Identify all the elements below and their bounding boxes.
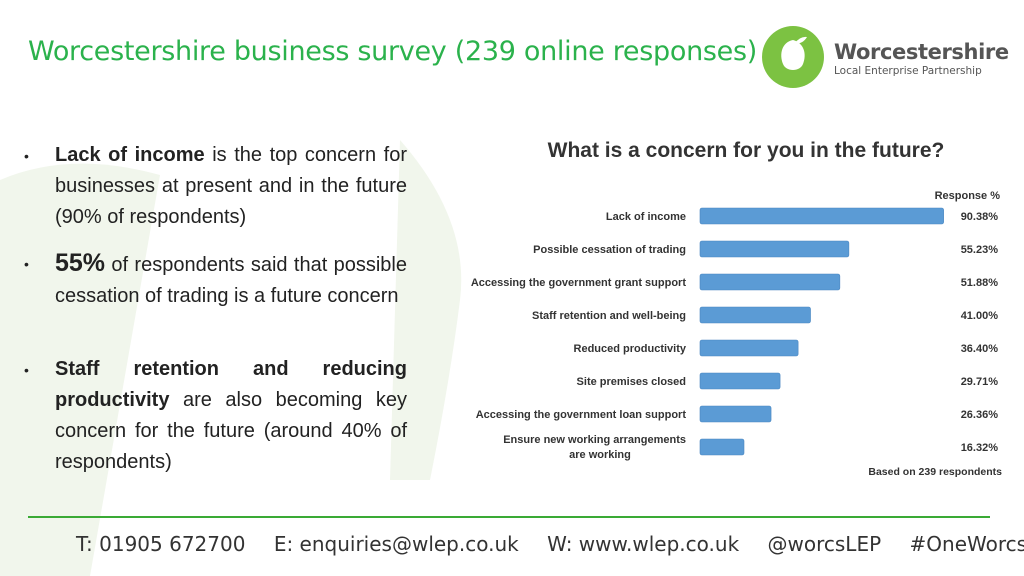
bullet-rest: of respondents said that possible cessat… xyxy=(55,254,407,307)
chart-footnote: Based on 239 respondents xyxy=(868,466,1002,478)
category-label: Staff retention and well-being xyxy=(532,310,686,322)
bullet-dot: • xyxy=(24,148,29,164)
bullet-rest: are also becoming key concern for the fu… xyxy=(55,389,407,473)
bullet-text: Lack of income is the top concern for bu… xyxy=(55,140,407,233)
bullet-strong: Lack of income xyxy=(55,144,205,166)
logo-name: Worcestershire xyxy=(834,40,1009,64)
bullet-dot: • xyxy=(24,256,29,272)
logo: Worcestershire Local Enterprise Partners… xyxy=(760,24,1009,90)
value-label: 41.00% xyxy=(961,310,999,322)
category-label: Accessing the government loan support xyxy=(476,409,687,421)
bar xyxy=(699,240,850,258)
concern-bar-chart: What is a concern for you in the future?… xyxy=(471,139,1002,478)
bar xyxy=(699,306,811,324)
footer-phone: T: 01905 672700 xyxy=(76,532,246,556)
footer-rule xyxy=(28,516,990,518)
bullet-text: 55% of respondents said that possible ce… xyxy=(55,248,407,312)
category-label: Site premises closed xyxy=(577,376,686,388)
footer-website[interactable]: W: www.wlep.co.uk xyxy=(547,532,740,556)
value-label: 51.88% xyxy=(961,277,999,289)
bar xyxy=(699,438,745,456)
value-label: 26.36% xyxy=(961,409,999,421)
bullet-strong: Staff retention and reducing productivit… xyxy=(55,358,407,411)
category-label: Possible cessation of trading xyxy=(533,244,686,256)
category-label: Ensure new working arrangements are worki… xyxy=(503,434,686,461)
bar xyxy=(699,405,772,423)
value-label: 90.38% xyxy=(961,211,999,223)
category-label: Reduced productivity xyxy=(574,343,687,355)
footer-contact: T: 01905 672700 E: enquiries@wlep.co.uk … xyxy=(76,532,1024,560)
bullet-rest: is the top concern for businesses at pre… xyxy=(55,144,407,228)
logo-subtitle: Local Enterprise Partnership xyxy=(834,65,982,77)
bar xyxy=(699,339,799,357)
bullet-text: Staff retention and reducing productivit… xyxy=(55,354,407,478)
value-header: Response % xyxy=(935,190,1001,202)
page-title: Worcestershire business survey (239 onli… xyxy=(28,36,757,67)
bullet-strong: 55% xyxy=(55,249,106,277)
pear-leaf-icon xyxy=(762,26,824,88)
footer-hashtag: #OneWorcs xyxy=(909,532,1024,556)
value-label: 16.32% xyxy=(961,442,999,454)
bar xyxy=(699,273,841,291)
footer-email[interactable]: E: enquiries@wlep.co.uk xyxy=(273,532,519,556)
chart-title: What is a concern for you in the future? xyxy=(548,139,945,162)
value-label: 55.23% xyxy=(961,244,999,256)
value-label: 29.71% xyxy=(961,376,999,388)
value-label: 36.40% xyxy=(961,343,999,355)
category-label: Lack of income xyxy=(606,211,686,223)
chart-marks: Lack of income 90.38% Possible cessation o… xyxy=(471,207,999,461)
bullet-dot: • xyxy=(24,362,29,378)
bar xyxy=(699,372,781,390)
category-label: Accessing the government grant support xyxy=(471,277,686,289)
bar xyxy=(699,207,944,225)
footer-twitter[interactable]: @worcsLEP xyxy=(767,532,882,556)
